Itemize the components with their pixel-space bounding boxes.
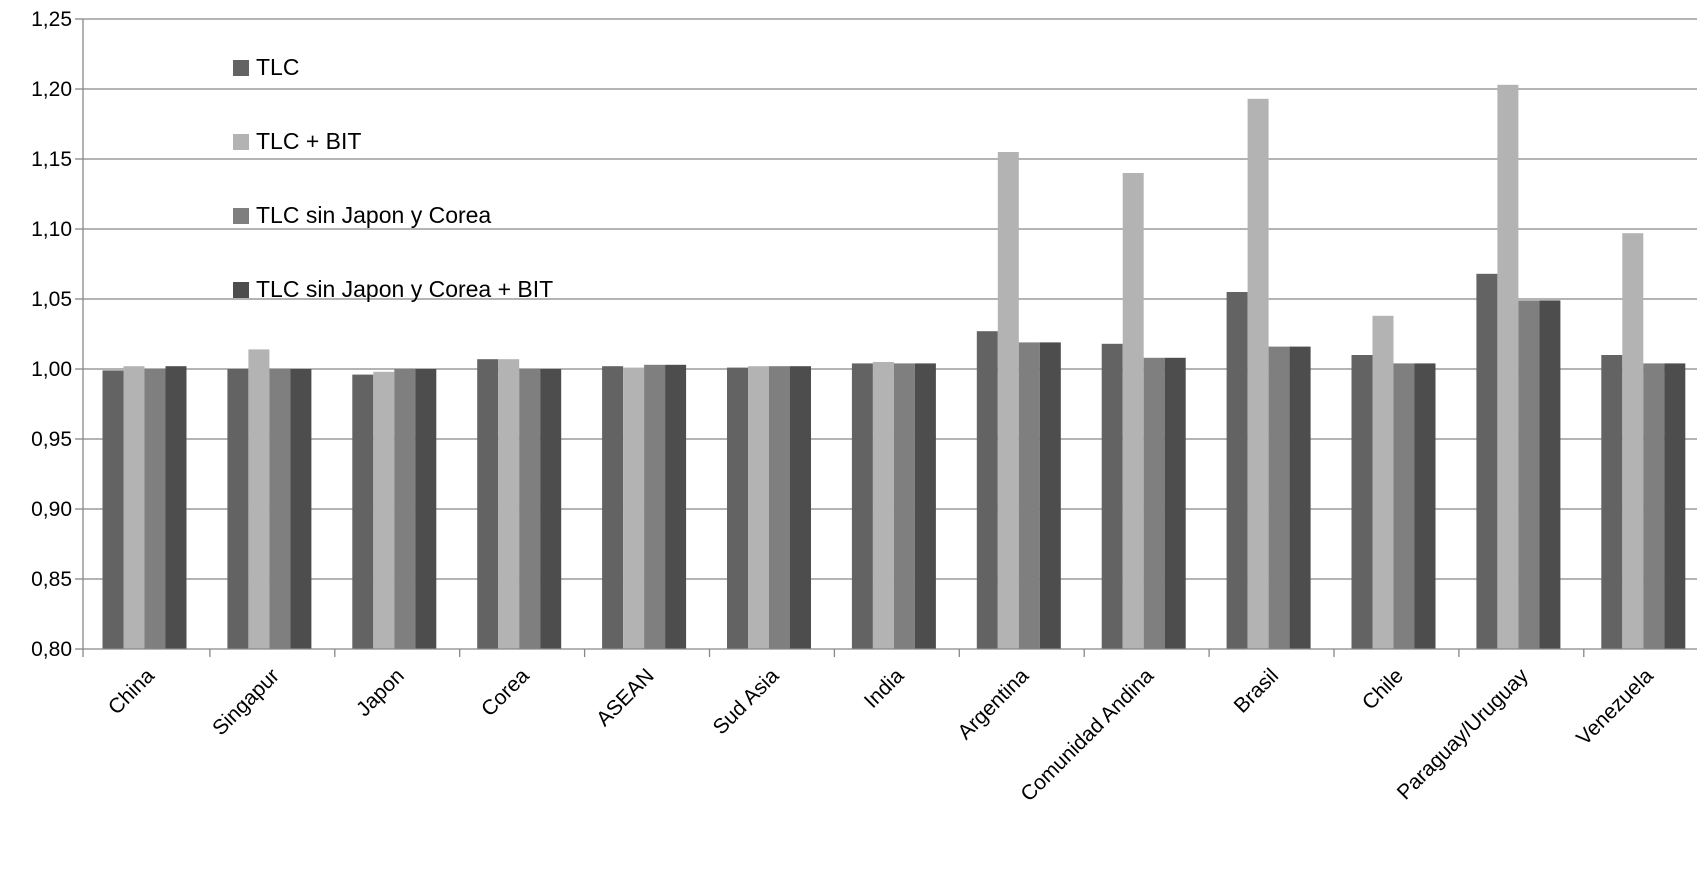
- y-axis-ticks: 0,80 0,85 0,90 0,95 1,00 1,05 1,10 1,15 1,20 1,25: [31, 8, 83, 661]
- x-tick-label: Sud Asia: [709, 664, 784, 739]
- bar: [290, 369, 312, 649]
- x-tick-label: Corea: [477, 664, 534, 721]
- bar: [1476, 273, 1498, 649]
- bar: [1122, 173, 1144, 649]
- y-tick-label: 1,25: [31, 8, 72, 31]
- x-tick-label: Chile: [1358, 664, 1408, 714]
- bar: [540, 369, 562, 649]
- bar: [373, 371, 395, 649]
- bar: [769, 366, 790, 649]
- legend-swatch: [233, 134, 249, 150]
- bar: [1622, 233, 1644, 649]
- x-tick-label: Comunidad Andina: [1016, 664, 1158, 806]
- bar: [498, 359, 520, 649]
- legend-label: TLC sin Japon y Corea: [256, 202, 491, 228]
- bar: [1143, 357, 1165, 649]
- bar: [165, 366, 187, 649]
- axes: [82, 19, 1697, 650]
- bar: [1226, 292, 1248, 649]
- x-tick-label: ASEAN: [592, 664, 659, 731]
- bar: [1351, 355, 1373, 649]
- bars: [102, 84, 1686, 650]
- y-tick-label: 0,95: [31, 428, 72, 451]
- y-tick-label: 1,00: [31, 358, 72, 381]
- bar: [352, 374, 374, 649]
- bar: [519, 369, 541, 649]
- bar: [227, 369, 249, 649]
- bar: [1497, 84, 1519, 650]
- legend-label: TLC + BIT: [256, 128, 361, 154]
- y-tick-label: 0,80: [31, 638, 72, 661]
- bar: [415, 369, 437, 649]
- bar: [727, 367, 748, 649]
- bar: [102, 370, 124, 649]
- bar: [665, 364, 687, 649]
- legend-swatch: [233, 282, 249, 298]
- bar: [602, 366, 624, 649]
- bar: [1268, 346, 1290, 649]
- bar: [976, 331, 998, 649]
- legend-swatch: [233, 208, 249, 224]
- bar: [1664, 363, 1686, 649]
- bar: [748, 366, 769, 649]
- bar: [248, 349, 270, 649]
- bar: [1518, 300, 1540, 649]
- y-tick-label: 0,90: [31, 498, 72, 521]
- x-tick-label: India: [860, 664, 909, 713]
- bar: [1372, 315, 1394, 649]
- bar: [394, 369, 416, 649]
- y-tick-label: 1,20: [31, 78, 72, 101]
- x-tick-label: Argentina: [953, 664, 1033, 744]
- y-tick-label: 1,10: [31, 218, 72, 241]
- bar: [1414, 363, 1436, 649]
- legend-label: TLC: [256, 54, 299, 80]
- grid-lines: [83, 18, 1697, 580]
- x-tick-label: Venezuela: [1572, 664, 1658, 750]
- x-tick-label: China: [104, 664, 159, 719]
- bar: [477, 359, 499, 649]
- y-tick-label: 1,05: [31, 288, 72, 311]
- bar: [872, 362, 894, 649]
- y-tick-label: 0,85: [31, 568, 72, 591]
- bar: [1101, 343, 1123, 649]
- bar: [144, 369, 166, 649]
- bar: [1393, 363, 1415, 649]
- bar: [1018, 342, 1040, 649]
- bar: [851, 363, 873, 649]
- bar: [123, 366, 145, 649]
- bar: [997, 152, 1019, 649]
- x-tick-label: Japon: [352, 664, 409, 721]
- bar: [914, 363, 936, 649]
- legend-swatch: [233, 60, 249, 76]
- bar: [893, 363, 915, 649]
- bar: [1039, 342, 1061, 649]
- x-tick-label: Paraguay/Uruguay: [1393, 664, 1533, 804]
- y-tick-label: 1,15: [31, 148, 72, 171]
- bar: [1164, 357, 1186, 649]
- bar: [269, 369, 291, 649]
- bar: [1601, 355, 1623, 649]
- x-axis-ticks: China Singapur Japon Corea ASEAN Sud Asia Indi…: [82, 649, 1658, 806]
- bar: [1289, 346, 1311, 649]
- bar: [644, 364, 666, 649]
- legend-label: TLC sin Japon y Corea + BIT: [256, 276, 553, 302]
- bar: [623, 367, 645, 649]
- bar: [1643, 363, 1665, 649]
- bar: [1539, 300, 1561, 649]
- x-tick-label: Brasil: [1230, 664, 1283, 717]
- x-tick-label: Singapur: [208, 664, 284, 740]
- legend: TLC TLC + BIT TLC sin Japon y Corea TLC sin…: [233, 54, 553, 302]
- bar: [1247, 98, 1269, 650]
- bar: [790, 366, 811, 649]
